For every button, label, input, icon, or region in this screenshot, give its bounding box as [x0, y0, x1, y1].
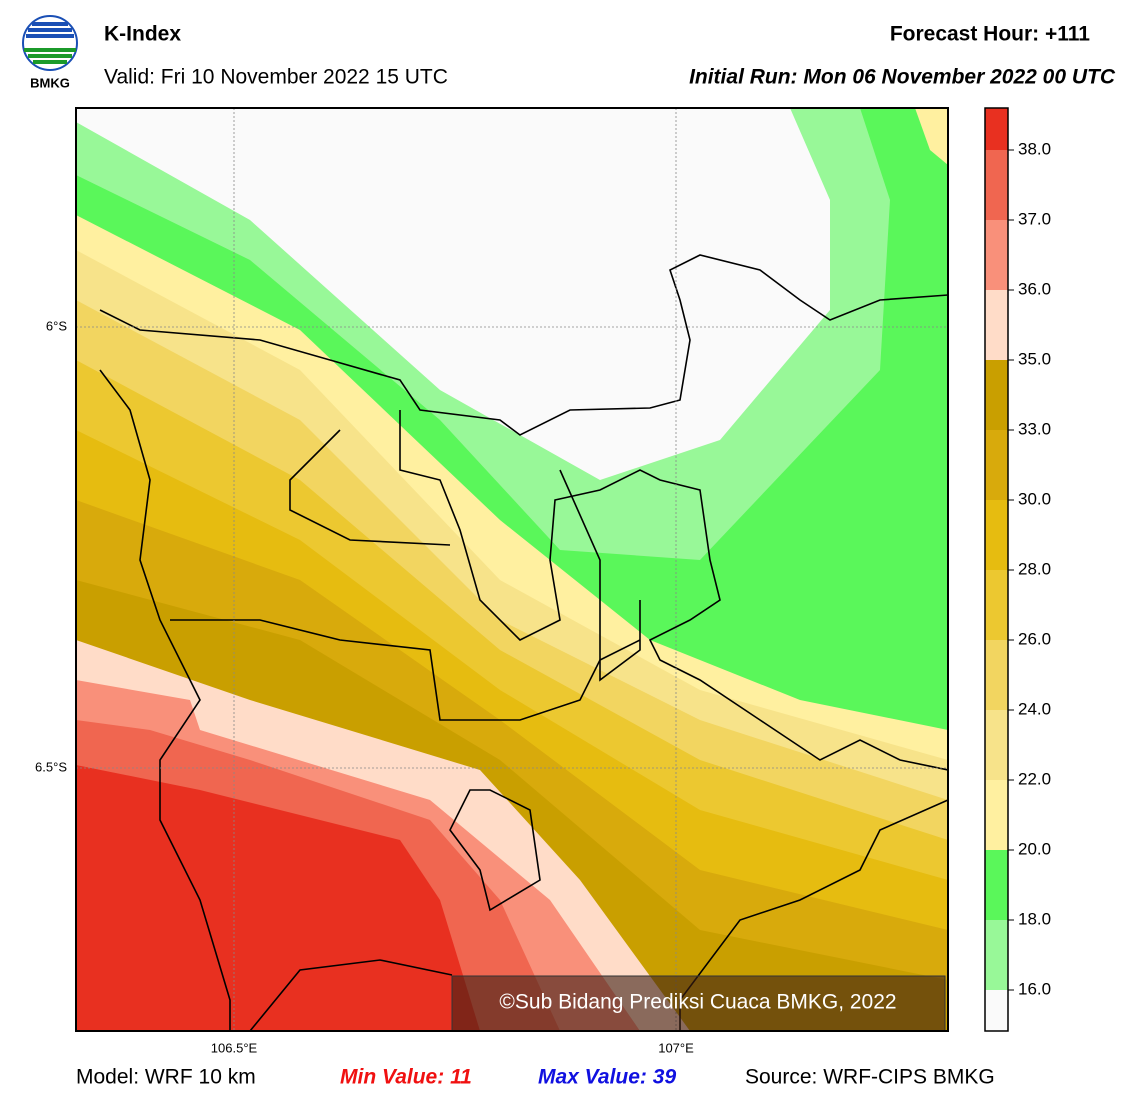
max-value: Max Value: 39 [538, 1066, 676, 1089]
model: Model: WRF 10 km [76, 1066, 256, 1089]
colorbar-segment [985, 780, 1008, 850]
colorbar-segment [985, 430, 1008, 500]
colorbar-segment [985, 640, 1008, 710]
colorbar-tick-label: 30.0 [1018, 489, 1051, 508]
forecast-hour: Forecast Hour: +111 [890, 23, 1090, 46]
colorbar-tick-label: 16.0 [1018, 979, 1051, 998]
map [76, 108, 948, 1031]
colorbar-tick-label: 22.0 [1018, 769, 1051, 788]
colorbar-tick-label: 38.0 [1018, 139, 1051, 158]
colorbar-segment [985, 290, 1008, 360]
colorbar-segment [985, 108, 1008, 150]
colorbar-segment [985, 220, 1008, 290]
min-value: Min Value: 11 [340, 1066, 472, 1089]
colorbar-tick-label: 28.0 [1018, 559, 1051, 578]
watermark: ©Sub Bidang Prediksi Cuaca BMKG, 2022 [499, 991, 896, 1014]
source: Source: WRF-CIPS BMKG [745, 1066, 995, 1089]
title: K-Index [104, 23, 181, 46]
colorbar-tick-label: 20.0 [1018, 839, 1051, 858]
colorbar: 16.0 18.0 20.0 22.0 24.0 26.0 28.0 30.0 33.0 35.0… [984, 107, 1051, 1032]
lat-label: 6°S [46, 318, 67, 333]
colorbar-segment [985, 920, 1008, 990]
colorbar-segment [985, 710, 1008, 780]
lon-label: 107°E [658, 1040, 694, 1055]
lat-label: 6.5°S [35, 759, 67, 774]
colorbar-tick-label: 26.0 [1018, 629, 1051, 648]
colorbar-tick-label: 37.0 [1018, 209, 1051, 228]
colorbar-tick-label: 36.0 [1018, 279, 1051, 298]
logo: BMKG [22, 15, 78, 90]
colorbar-segment [985, 570, 1008, 640]
colorbar-tick-label: 18.0 [1018, 909, 1051, 928]
colorbar-tick-label: 33.0 [1018, 419, 1051, 438]
valid-time: Valid: Fri 10 November 2022 15 UTC [104, 66, 448, 89]
colorbar-segment [985, 500, 1008, 570]
colorbar-tick-label: 35.0 [1018, 349, 1051, 368]
initial-run: Initial Run: Mon 06 November 2022 00 UTC [689, 66, 1116, 89]
lon-label: 106.5°E [211, 1040, 258, 1055]
logo-text: BMKG [30, 75, 70, 90]
colorbar-segment [985, 150, 1008, 220]
colorbar-segment [985, 850, 1008, 920]
colorbar-segment [985, 360, 1008, 430]
colorbar-tick-label: 24.0 [1018, 699, 1051, 718]
colorbar-segment [985, 990, 1008, 1031]
